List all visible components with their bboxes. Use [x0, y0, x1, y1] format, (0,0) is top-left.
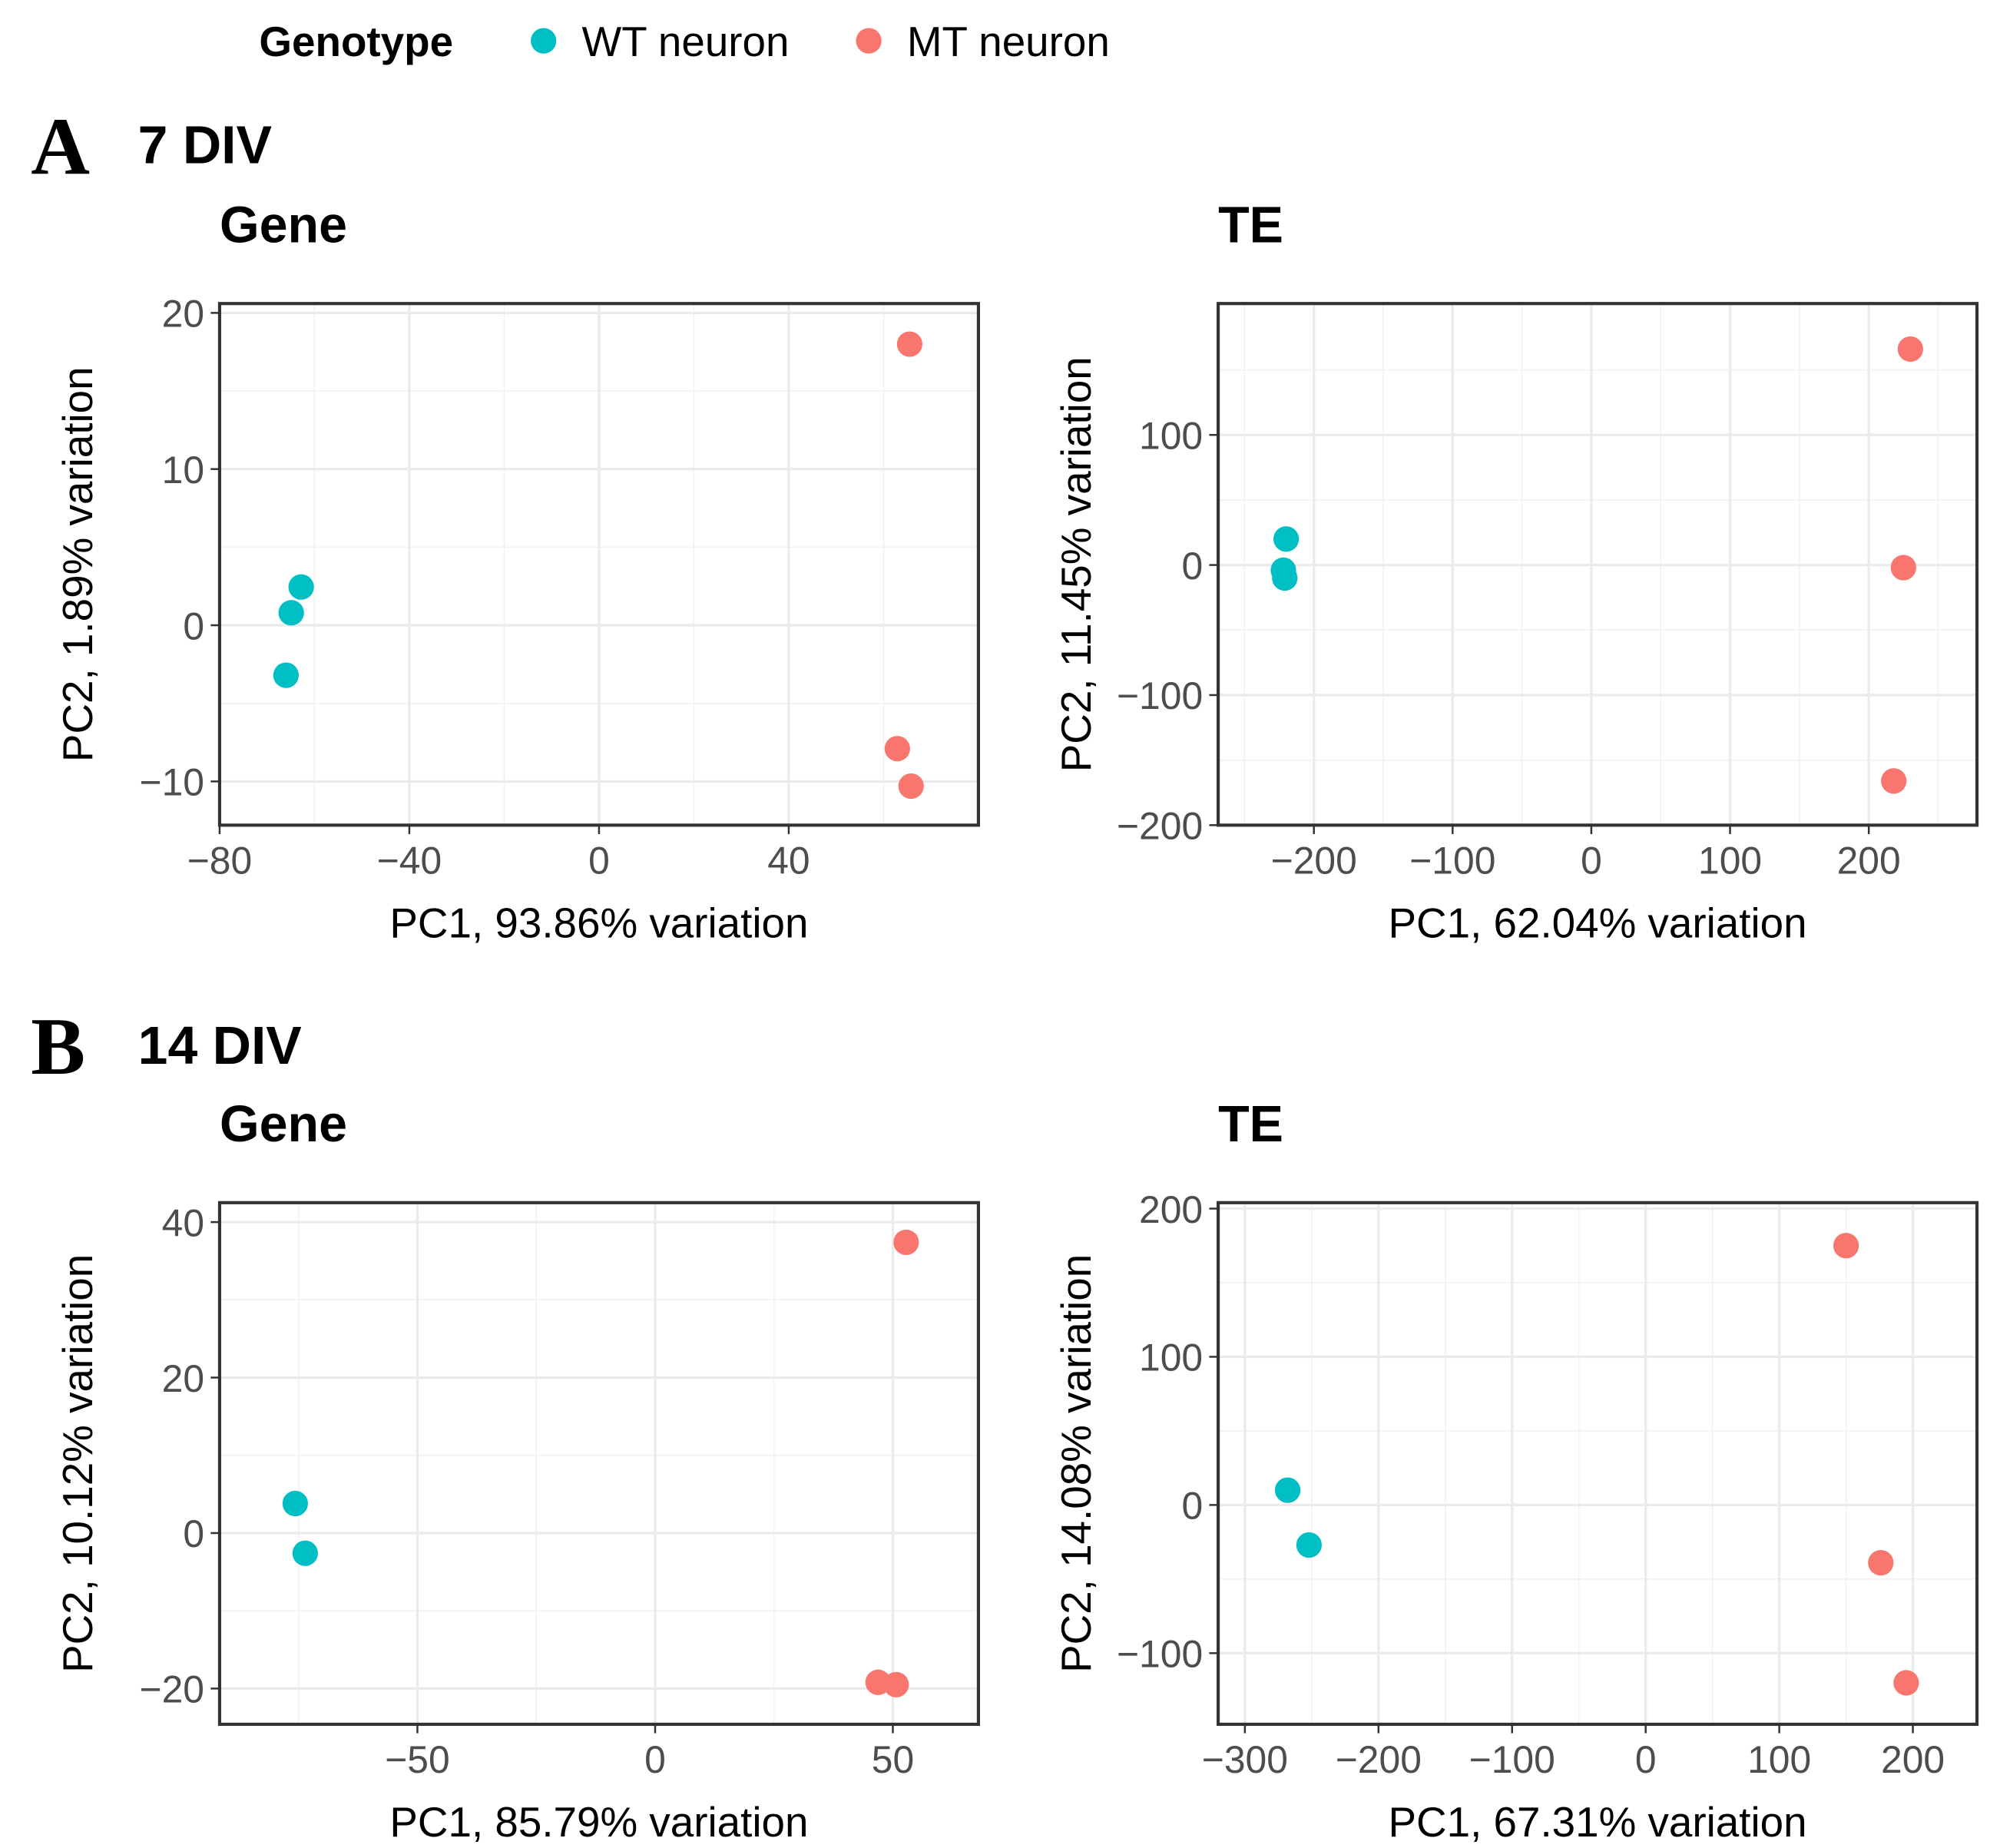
x-tick-label: 200	[1881, 1738, 1945, 1781]
mt-neuron-point	[1890, 555, 1916, 581]
y-tick-label: −20	[140, 1668, 204, 1711]
x-tick-label: 0	[1635, 1738, 1657, 1781]
x-tick-label: 0	[1581, 839, 1602, 882]
wt-neuron-point	[1274, 1477, 1301, 1503]
legend-title: Genotype	[259, 18, 453, 65]
x-tick-label: 0	[644, 1738, 666, 1781]
wt-neuron-point	[1272, 565, 1298, 591]
mt-neuron-point	[883, 1671, 909, 1697]
panel-title: TE	[1218, 197, 1283, 253]
x-tick-label: 100	[1747, 1738, 1811, 1781]
panel-a-te: −200 −100 0 100 200 −200 −100 0 100 TE PC1, 62.04%…	[1052, 197, 1979, 946]
legend-mt-label: MT neuron	[907, 18, 1110, 65]
x-tick-label: 0	[588, 839, 610, 882]
legend-mt-marker	[856, 28, 882, 54]
wt-neuron-point	[273, 662, 299, 688]
wt-neuron-point	[282, 1490, 308, 1517]
legend-wt-label: WT neuron	[582, 18, 790, 65]
x-tick-label: 50	[872, 1738, 914, 1781]
x-tick-label: −200	[1336, 1738, 1422, 1781]
panel-a-gene: −80 −40 0 40 −10 0 10 20 Gene PC1, 93.86% variati…	[54, 197, 980, 946]
panel-title: TE	[1218, 1096, 1283, 1153]
y-tick-label: 10	[162, 449, 204, 492]
x-tick-label: −200	[1271, 839, 1357, 882]
x-tick-label: −100	[1469, 1738, 1555, 1781]
y-tick-label: −200	[1117, 805, 1203, 848]
y-tick-label: −100	[1117, 674, 1203, 717]
wt-neuron-point	[1273, 526, 1300, 552]
y-tick-label: 40	[162, 1201, 204, 1244]
panel-border	[217, 302, 980, 827]
legend: Genotype WT neuron MT neuron	[259, 18, 1109, 65]
panel-title: Gene	[220, 197, 347, 253]
plot-background	[1218, 1202, 1978, 1724]
legend-wt-marker	[531, 28, 557, 54]
panel-title: Gene	[220, 1096, 347, 1153]
panel-border	[1217, 1201, 1979, 1727]
y-tick-label: 200	[1139, 1188, 1203, 1231]
y-tick-label: 0	[1181, 1485, 1203, 1528]
y-tick-label: −100	[1117, 1633, 1203, 1676]
panel-b-te: −300 −200 −100 0 100 200 −100 0 100 200 TE PC1, 67.…	[1052, 1096, 1979, 1846]
y-tick-label: 20	[162, 293, 204, 336]
wt-neuron-point	[278, 600, 304, 626]
mt-neuron-point	[896, 331, 922, 357]
x-axis-label: PC1, 62.04% variation	[1389, 899, 1807, 946]
y-tick-label: 0	[183, 604, 204, 647]
x-tick-label: −40	[377, 839, 442, 882]
mt-neuron-point	[1893, 1670, 1919, 1696]
section-title-a: 7 DIV	[138, 115, 273, 175]
mt-neuron-point	[1897, 336, 1923, 363]
mt-neuron-point	[1833, 1233, 1859, 1259]
panel-border	[217, 1201, 980, 1727]
x-tick-label: 100	[1698, 839, 1762, 882]
x-tick-label: −80	[187, 839, 252, 882]
y-axis-label: PC2, 10.12% variation	[54, 1254, 101, 1673]
x-tick-label: −300	[1202, 1738, 1288, 1781]
x-tick-label: 200	[1837, 839, 1901, 882]
x-axis-label: PC1, 67.31% variation	[1389, 1798, 1807, 1846]
y-tick-label: 20	[162, 1357, 204, 1400]
x-tick-label: −50	[385, 1738, 449, 1781]
panel-b-gene: −50 0 50 −20 0 20 40 Gene PC1, 85.79% variation P…	[54, 1096, 980, 1846]
section-letter-b: B	[31, 1001, 85, 1091]
y-axis-label: PC2, 11.45% variation	[1052, 356, 1100, 772]
y-axis-label: PC2, 14.08% variation	[1052, 1254, 1100, 1673]
y-axis-label: PC2, 1.89% variation	[54, 366, 101, 762]
y-tick-label: 0	[1181, 545, 1203, 588]
y-tick-label: 0	[183, 1512, 204, 1555]
mt-neuron-point	[1868, 1550, 1894, 1576]
x-axis-label: PC1, 85.79% variation	[389, 1798, 808, 1846]
wt-neuron-point	[292, 1540, 318, 1566]
plot-background	[219, 1202, 978, 1724]
x-axis-label: PC1, 93.86% variation	[389, 899, 808, 946]
wt-neuron-point	[1296, 1532, 1322, 1558]
x-tick-label: 40	[767, 839, 810, 882]
y-tick-label: −10	[140, 761, 204, 804]
section-title-b: 14 DIV	[138, 1015, 303, 1075]
x-tick-label: −100	[1409, 839, 1495, 882]
mt-neuron-point	[1881, 768, 1907, 794]
mt-neuron-point	[884, 736, 910, 762]
mt-neuron-point	[898, 773, 924, 800]
panel-border	[1217, 302, 1979, 827]
wt-neuron-point	[288, 574, 314, 600]
y-tick-label: 100	[1139, 1336, 1203, 1379]
y-tick-label: 100	[1139, 415, 1203, 458]
section-letter-a: A	[31, 101, 90, 191]
mt-neuron-point	[893, 1229, 919, 1256]
